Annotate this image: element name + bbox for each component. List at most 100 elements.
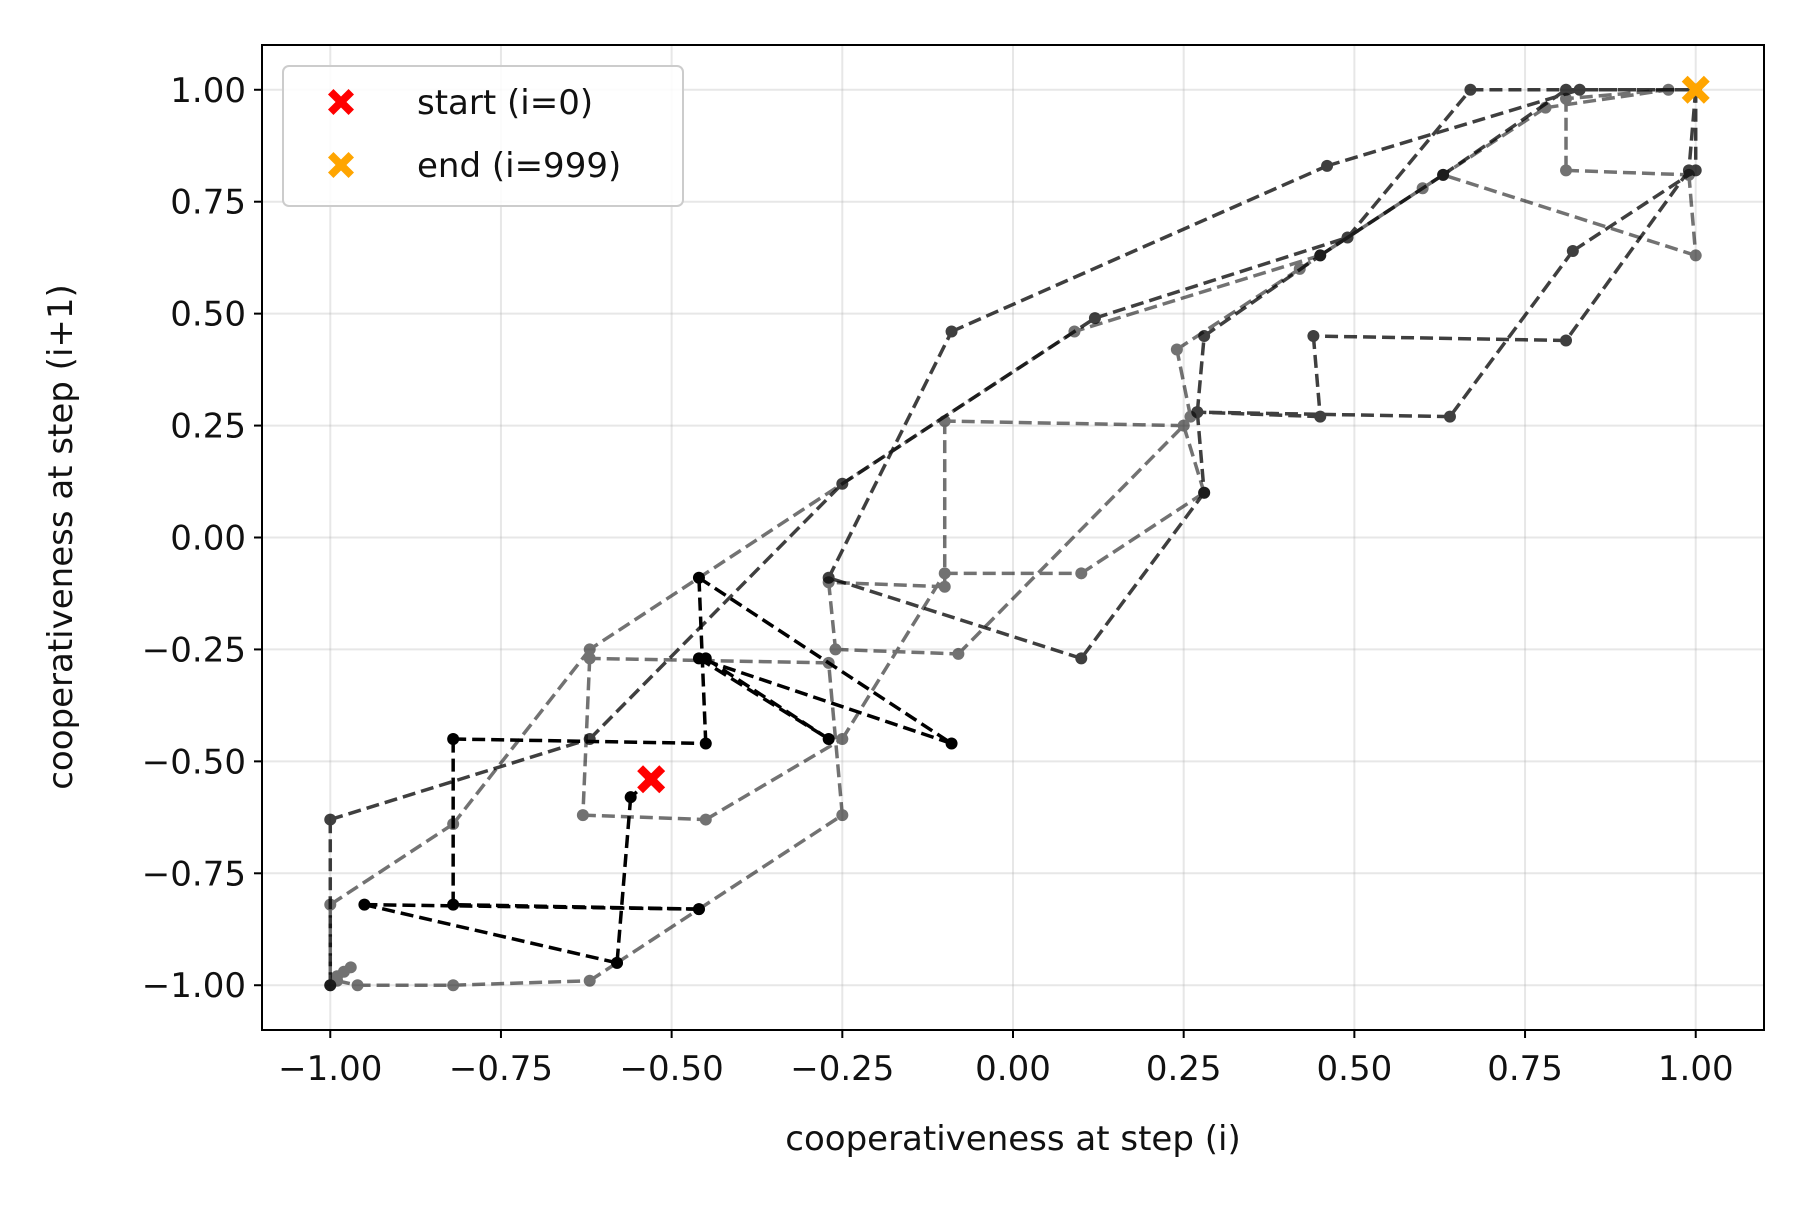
- trajectory-segment: [453, 902, 699, 911]
- trajectory-segment: [453, 979, 590, 987]
- x-tick-label: 0.75: [1487, 1049, 1563, 1089]
- trajectory-point: [358, 898, 371, 911]
- trajectory-point: [1437, 168, 1450, 181]
- legend-entry: end (i=999): [328, 146, 621, 186]
- legend-box: [282, 65, 684, 207]
- trajectory-series: [324, 83, 1702, 992]
- grid: [262, 45, 1764, 1030]
- trajectory-segment: [1195, 411, 1206, 493]
- trajectory-point: [447, 979, 460, 992]
- trajectory-segment: [329, 737, 591, 822]
- trajectory-segment: [1448, 249, 1575, 418]
- trajectory-segment: [835, 647, 959, 656]
- legend-marker: [328, 89, 354, 115]
- trajectory-point: [836, 732, 849, 745]
- trajectory-segment: [581, 658, 592, 816]
- trajectory-point: [583, 974, 596, 987]
- y-tick-label: 0.75: [170, 183, 246, 223]
- trajectory-segment: [589, 656, 829, 665]
- trajectory-segment: [1565, 88, 1669, 101]
- trajectory-point: [1560, 334, 1573, 347]
- trajectory-point: [822, 656, 835, 669]
- trajectory-point: [324, 979, 337, 992]
- y-axis-label: cooperativeness at step (i+1): [41, 284, 81, 790]
- trajectory-segment: [698, 656, 953, 746]
- trajectory-segment: [615, 797, 633, 963]
- legend: start (i=0) end (i=999): [282, 65, 684, 207]
- y-tick-label: 0.25: [170, 407, 246, 447]
- trajectory-segment: [329, 822, 455, 907]
- trajectory-point: [583, 652, 596, 665]
- trajectory-segment: [1182, 425, 1206, 494]
- trajectory-point: [344, 961, 357, 974]
- trajectory-point: [829, 643, 842, 656]
- start-marker: [637, 765, 666, 794]
- trajectory-segment: [697, 813, 844, 911]
- trajectory-point: [1314, 249, 1327, 262]
- trajectory-segment: [1564, 169, 1691, 342]
- trajectory-point: [324, 813, 337, 826]
- trajectory-point: [576, 809, 589, 822]
- trajectory-segment: [1565, 168, 1689, 177]
- trajectory-point: [611, 956, 624, 969]
- trajectory-point: [447, 898, 460, 911]
- trajectory-point: [447, 732, 460, 745]
- y-tick-label: 1.00: [170, 71, 246, 111]
- y-tick-label: −0.25: [142, 630, 246, 670]
- trajectory-point: [1573, 83, 1586, 96]
- trajectory-point: [1689, 249, 1702, 262]
- trajectory-segment: [364, 902, 618, 965]
- legend-label: end (i=999): [417, 146, 621, 186]
- trajectory-point: [1443, 410, 1456, 423]
- x-tick-label: −0.75: [449, 1049, 553, 1089]
- trajectory-segment: [1073, 253, 1321, 334]
- legend-marker: [328, 152, 354, 178]
- trajectory-point: [1075, 567, 1088, 580]
- y-tick-label: −0.75: [142, 854, 246, 894]
- x-tick-label: 0.50: [1317, 1049, 1393, 1089]
- trajectory-point: [938, 580, 951, 593]
- trajectory-segment: [704, 737, 844, 822]
- trajectory-point: [1307, 330, 1320, 343]
- trajectory-point: [1068, 325, 1081, 338]
- legend-label: start (i=0): [417, 83, 593, 123]
- trajectory-segment: [826, 662, 845, 816]
- x-tick-label: −0.50: [620, 1049, 724, 1089]
- trajectory-point: [699, 813, 712, 826]
- trajectory-point: [1088, 312, 1101, 325]
- trajectory-segment: [1175, 267, 1301, 351]
- trajectory-point: [1560, 83, 1573, 96]
- y-tick-label: 0.50: [170, 295, 246, 335]
- trajectory-segment: [1687, 89, 1698, 171]
- trajectory-point: [1416, 182, 1429, 195]
- trajectory-point: [822, 732, 835, 745]
- trajectory-point: [1321, 159, 1334, 172]
- trajectory-segment: [698, 656, 830, 741]
- trajectory-segment: [1442, 173, 1697, 258]
- trajectory-point: [1177, 419, 1190, 432]
- trajectory-point: [583, 643, 596, 656]
- trajectory-segment: [1687, 174, 1698, 256]
- end-marker: [1681, 75, 1710, 104]
- trajectory-segment: [616, 907, 700, 965]
- trajectory-segment: [1197, 410, 1321, 419]
- trajectory-point: [1075, 652, 1088, 665]
- trajectory-segment: [1094, 235, 1349, 320]
- trajectory-point: [836, 809, 849, 822]
- trajectory-segment: [1175, 349, 1193, 417]
- trajectory-segment: [588, 482, 844, 741]
- trajectory-point: [1170, 343, 1183, 356]
- trajectory-segment: [1346, 88, 1472, 239]
- trajectory-segment: [582, 813, 706, 822]
- trajectory-point: [624, 791, 637, 804]
- legend-entry: start (i=0): [328, 83, 593, 123]
- plot-area: [262, 45, 1764, 1030]
- trajectory-point: [1464, 83, 1477, 96]
- trajectory-segment: [944, 419, 1184, 428]
- x-axis-label: cooperativeness at step (i): [785, 1119, 1240, 1159]
- trajectory-point: [1682, 168, 1695, 181]
- trajectory-point: [1539, 101, 1552, 114]
- x-tick-label: −1.00: [278, 1049, 382, 1089]
